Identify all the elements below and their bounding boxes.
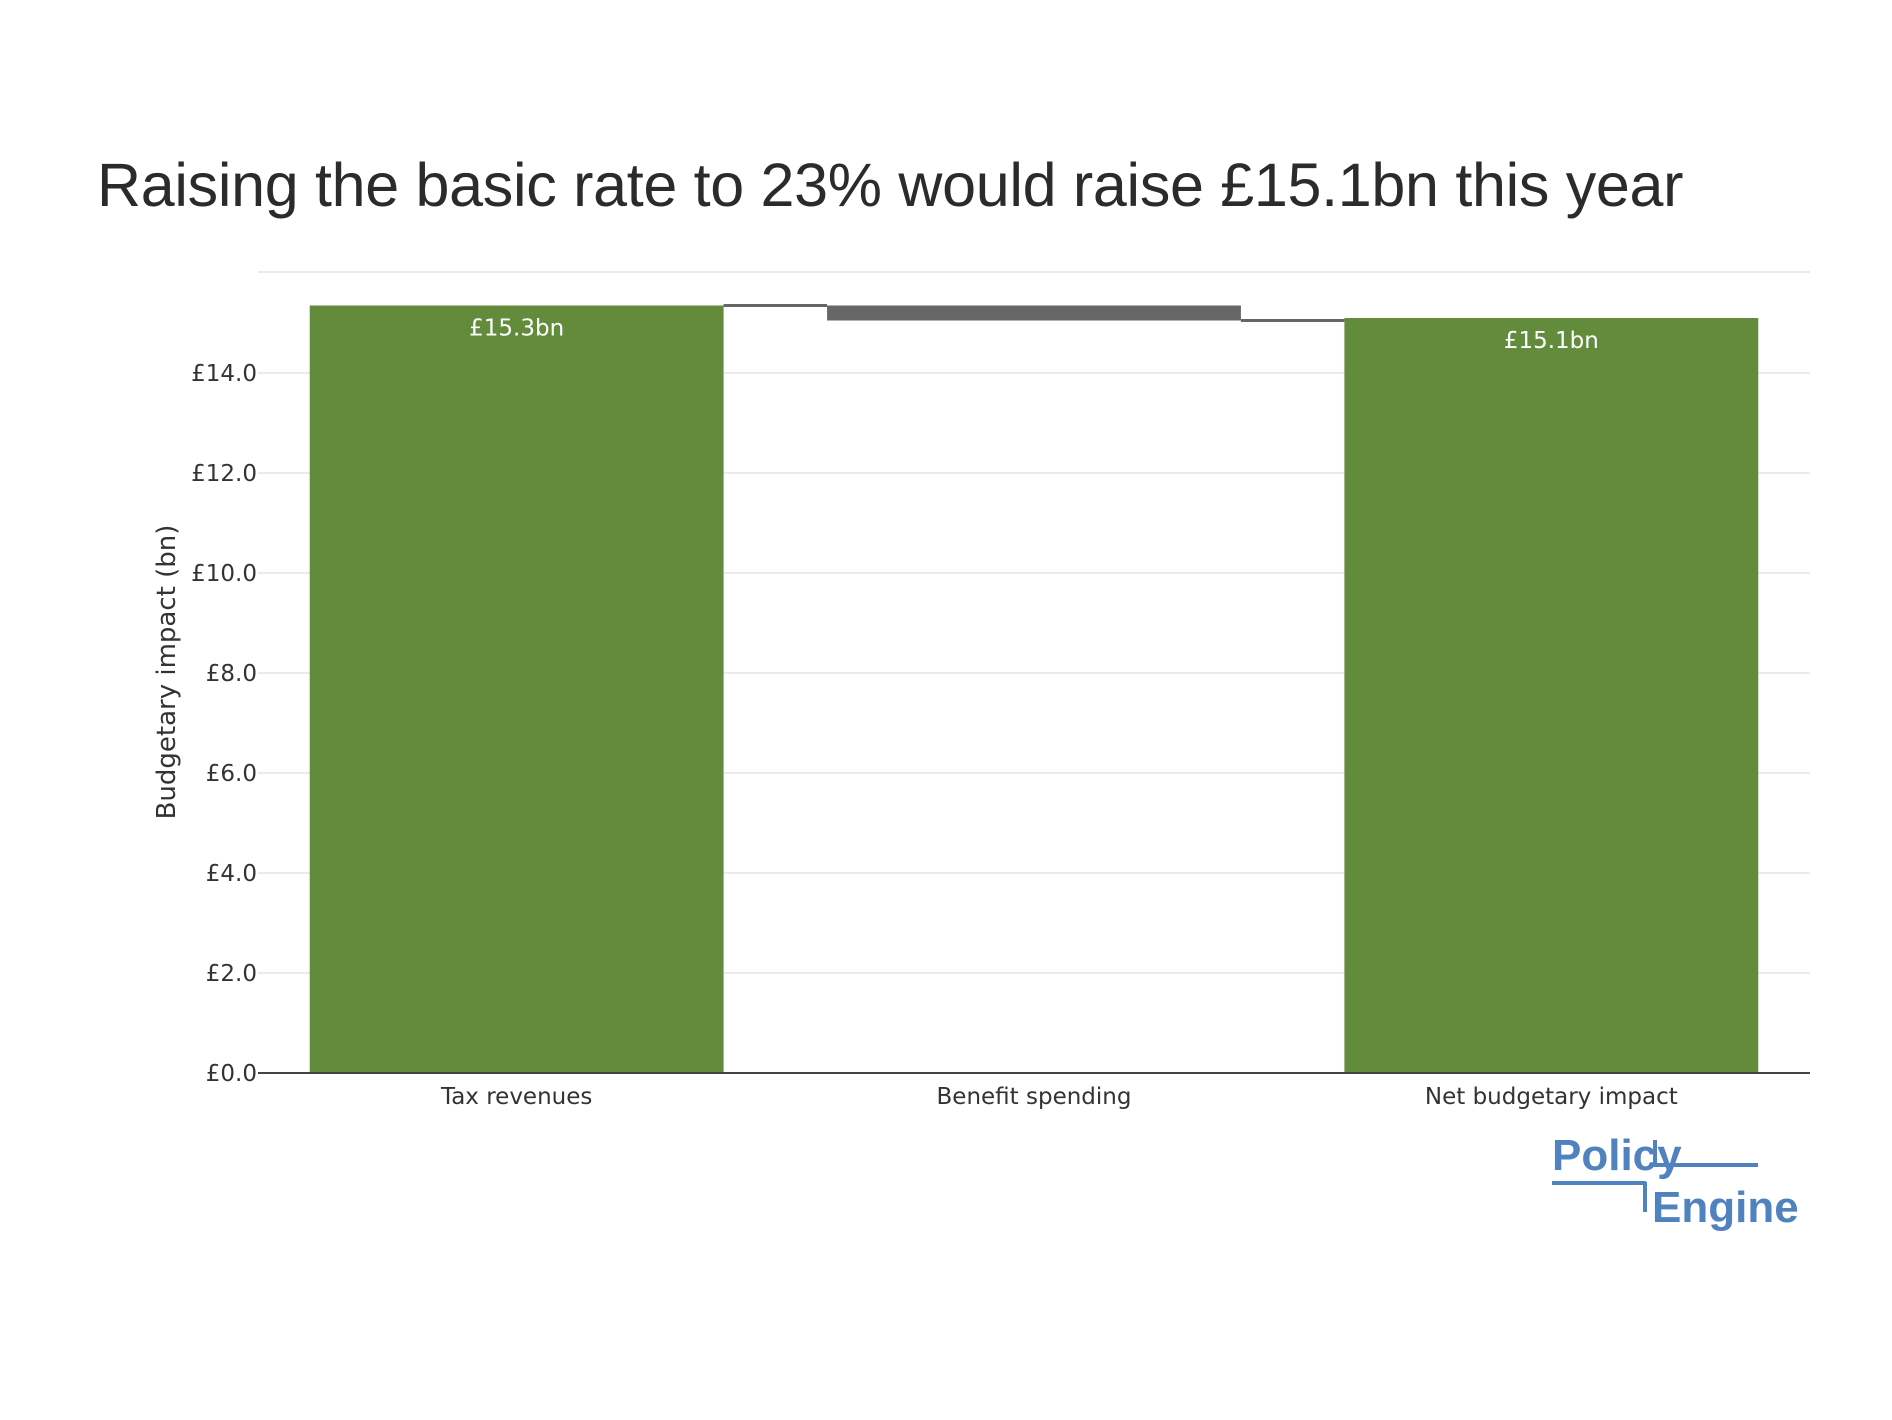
y-tick-label: £4.0	[206, 861, 257, 887]
x-category-label: Net budgetary impact	[1425, 1084, 1678, 1110]
logo-text-policy: Policy	[1552, 1131, 1682, 1180]
bar	[827, 305, 1241, 321]
x-category-label: Tax revenues	[440, 1084, 592, 1110]
y-tick-label: £12.0	[191, 461, 257, 487]
bar-labels: £15.3bn £15.1bn	[469, 316, 1599, 355]
policyengine-logo: Policy Engine	[1552, 1131, 1799, 1232]
bar	[1344, 318, 1759, 1073]
logo-text-engine: Engine	[1652, 1183, 1799, 1232]
y-axis-title: Budgetary impact (bn)	[152, 525, 182, 820]
bar-value-label: £15.1bn	[1504, 328, 1599, 354]
bar-value-label: £15.3bn	[469, 316, 564, 342]
y-tick-label: £10.0	[191, 561, 257, 587]
bar	[309, 305, 724, 1073]
chart-title: Raising the basic rate to 23% would rais…	[97, 151, 1684, 219]
y-tick-label: £14.0	[191, 361, 257, 387]
y-tick-label: £2.0	[206, 961, 257, 987]
connectors	[723, 304, 1345, 322]
x-category-label: Benefit spending	[937, 1084, 1132, 1110]
y-axis-ticks: £0.0 £2.0 £4.0 £6.0 £8.0 £10.0 £12.0 £14.0	[191, 361, 257, 1087]
x-axis-categories: Tax revenues Benefit spending Net budgetar…	[440, 1084, 1678, 1110]
y-tick-label: £0.0	[206, 1061, 257, 1087]
y-tick-label: £6.0	[206, 761, 257, 787]
y-tick-label: £8.0	[206, 661, 257, 687]
bars	[309, 305, 1759, 1073]
